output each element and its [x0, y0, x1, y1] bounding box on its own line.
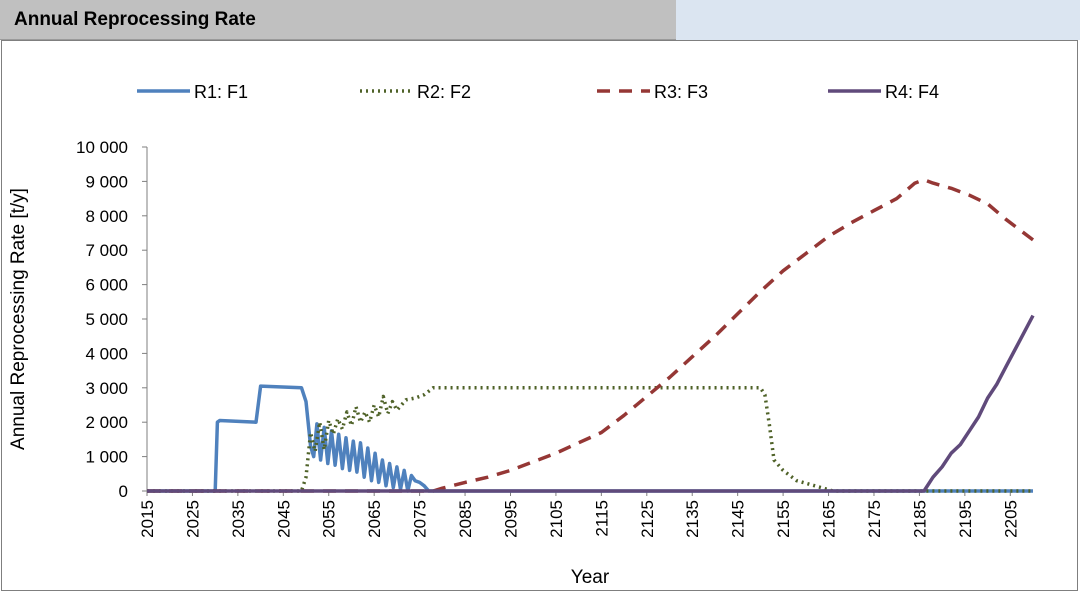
- x-tick-label: 2045: [274, 500, 293, 538]
- chart-axes: 0 1 000 2 000 3 000 4 000 5 000 6 000 7 000 8 00…: [76, 138, 1033, 538]
- x-tick-label: 2175: [865, 500, 884, 538]
- legend-label: R2: F2: [417, 82, 471, 102]
- legend-label: R1: F1: [194, 82, 248, 102]
- y-axis-label: Annual Reprocessing Rate [t/y]: [8, 188, 29, 450]
- x-axis-label: Year: [571, 567, 610, 588]
- x-tick-label: 2095: [501, 500, 520, 538]
- series-layer: [147, 177, 1035, 493]
- x-tick-label: 2195: [956, 500, 975, 538]
- x-tick-label: 2115: [592, 500, 611, 537]
- legend-label: R3: F3: [654, 82, 708, 102]
- x-tick-label: 2135: [683, 500, 702, 538]
- y-tick-label: 8 000: [85, 207, 128, 226]
- y-tick-label: 0: [119, 482, 128, 501]
- y-tick-label: 5 000: [85, 310, 128, 329]
- x-tick-label: 2065: [365, 500, 384, 538]
- title-bar: Annual Reprocessing Rate: [0, 0, 676, 40]
- x-tick-label: 2015: [138, 500, 157, 538]
- x-tick-label: 2085: [456, 500, 475, 538]
- series-line-r2-f2: [147, 386, 1033, 493]
- x-tick-label: 2055: [320, 500, 339, 538]
- x-tick-label: 2185: [910, 500, 929, 538]
- y-tick-label: 9 000: [85, 172, 128, 191]
- y-tick-label: 1 000: [85, 448, 128, 467]
- y-tick-label: 10 000: [76, 138, 128, 157]
- y-tick-label: 3 000: [85, 379, 128, 398]
- x-tick-label: 2035: [229, 500, 248, 538]
- x-tick-label: 2145: [729, 500, 748, 538]
- x-tick-label: 2155: [774, 500, 793, 538]
- x-tick-label: 2105: [547, 500, 566, 538]
- x-tick-label: 2205: [1001, 500, 1020, 538]
- series-line-r1-f1: [147, 384, 1033, 493]
- legend-label: R4: F4: [885, 82, 939, 102]
- series-line-r4-f4: [147, 314, 1035, 493]
- line-chart: R1: F1 R2: F2 R3: F3 R4: F4 0 1 000 2 000 3 00…: [8, 82, 1035, 588]
- x-tick-label: 2025: [183, 500, 202, 538]
- page-title: Annual Reprocessing Rate: [14, 9, 256, 30]
- y-tick-label: 6 000: [85, 276, 128, 295]
- chart-legend: R1: F1 R2: F2 R3: F3 R4: F4: [137, 82, 939, 102]
- y-tick-label: 7 000: [85, 241, 128, 260]
- x-tick-label: 2125: [638, 500, 657, 538]
- series-line-r3-f3: [147, 177, 1035, 493]
- x-tick-label: 2075: [411, 500, 430, 538]
- y-tick-label: 4 000: [85, 344, 128, 363]
- y-tick-label: 2 000: [85, 413, 128, 432]
- x-tick-label: 2165: [820, 500, 839, 538]
- chart-panel: R1: F1 R2: F2 R3: F3 R4: F4 0 1 000 2 000 3 00…: [1, 40, 1078, 591]
